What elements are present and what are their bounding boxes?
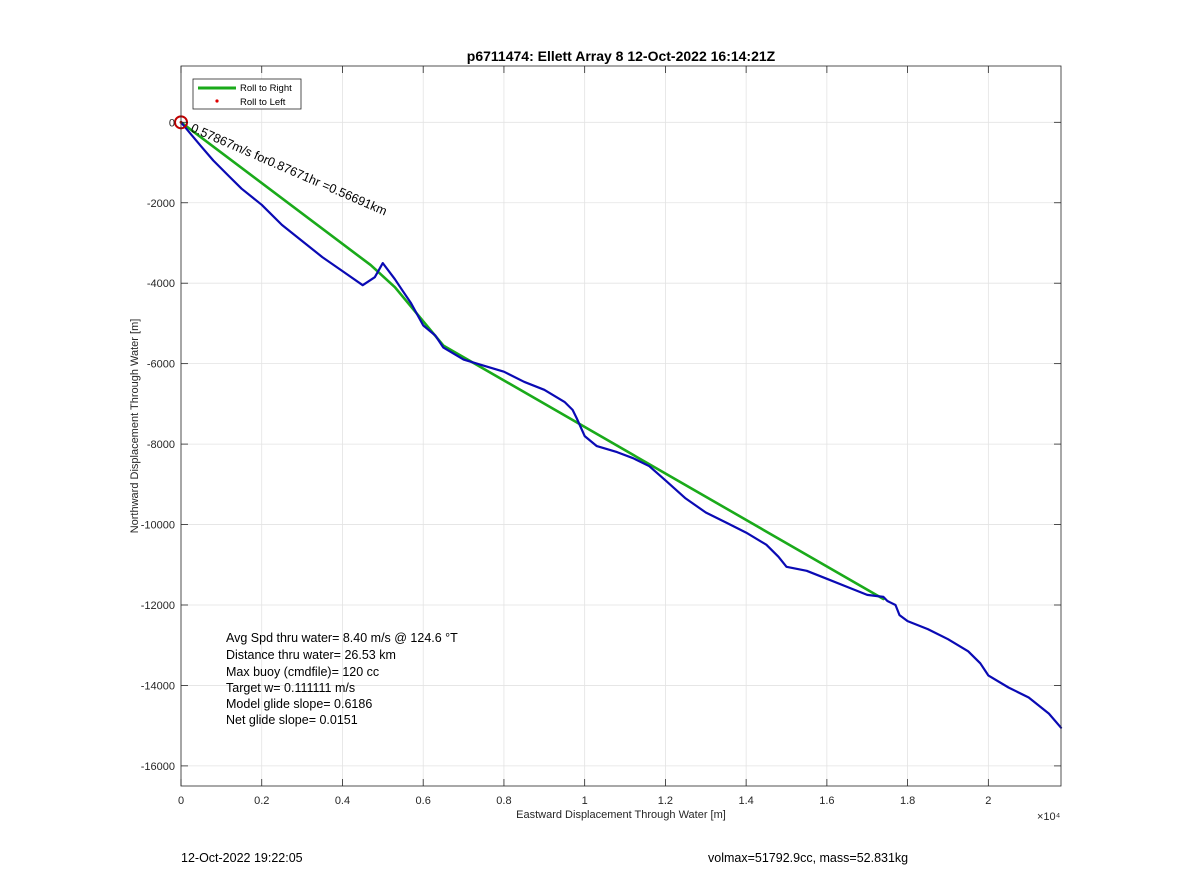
series-roll-to-right [179, 121, 885, 601]
footer-volmax-mass: volmax=51792.9cc, mass=52.831kg [708, 851, 909, 865]
x-tick-label: 1.2 [658, 795, 673, 807]
legend-label-roll-to-right: Roll to Right [240, 83, 292, 94]
y-tick-label: -16000 [141, 761, 175, 773]
y-tick-label: -4000 [147, 278, 175, 290]
y-tick-label: -12000 [141, 600, 175, 612]
stat-target-w: Target w= 0.111111 m/s [226, 681, 355, 695]
chart-title: p6711474: Ellett Array 8 12-Oct-2022 16:… [467, 48, 776, 64]
ticks: 0 0.2 0.4 0.6 0.8 1 1.2 1.4 1.6 1.8 2 0 -2000 -4000 -6… [141, 66, 1061, 807]
grid [180, 66, 1061, 786]
x-tick-label: 1 [582, 795, 588, 807]
x-axis-label: Eastward Displacement Through Water [m] [516, 809, 726, 821]
stats-block: Avg Spd thru water= 8.40 m/s @ 124.6 °T … [226, 631, 458, 727]
stat-avg-speed: Avg Spd thru water= 8.40 m/s @ 124.6 °T [226, 631, 458, 645]
y-tick-label: -6000 [147, 359, 175, 371]
stat-distance: Distance thru water= 26.53 km [226, 648, 396, 662]
legend: Roll to Right Roll to Left [192, 78, 302, 110]
y-axis-label: Northward Displacement Through Water [m] [129, 319, 141, 534]
plot-frame [180, 65, 1062, 787]
y-tick-label: -14000 [141, 680, 175, 692]
x-tick-label: 0.6 [416, 795, 431, 807]
x-axis-exponent: ×10⁴ [1037, 811, 1061, 823]
legend-swatch-roll-to-left [215, 99, 219, 103]
series-track [179, 121, 1063, 729]
plot-area [181, 66, 1061, 786]
x-tick-label: 0 [178, 795, 184, 807]
stat-net-glide-slope: Net glide slope= 0.0151 [226, 713, 358, 727]
x-tick-label: 0.4 [335, 795, 350, 807]
y-tick-label: -2000 [147, 198, 175, 210]
legend-label-roll-to-left: Roll to Left [240, 97, 286, 108]
x-tick-label: 2 [985, 795, 991, 807]
x-tick-label: 1.4 [738, 795, 753, 807]
y-tick-label: -10000 [141, 520, 175, 532]
x-tick-label: 1.6 [819, 795, 834, 807]
x-tick-label: 0.2 [254, 795, 269, 807]
x-tick-label: 0.8 [496, 795, 511, 807]
stat-max-buoy: Max buoy (cmdfile)= 120 cc [226, 665, 379, 679]
y-tick-label: -8000 [147, 439, 175, 451]
x-tick-label: 1.8 [900, 795, 915, 807]
footer-timestamp: 12-Oct-2022 19:22:05 [181, 851, 303, 865]
legend-box [192, 78, 302, 110]
stat-model-glide-slope: Model glide slope= 0.6186 [226, 697, 372, 711]
y-tick-label: 0 [169, 117, 175, 129]
